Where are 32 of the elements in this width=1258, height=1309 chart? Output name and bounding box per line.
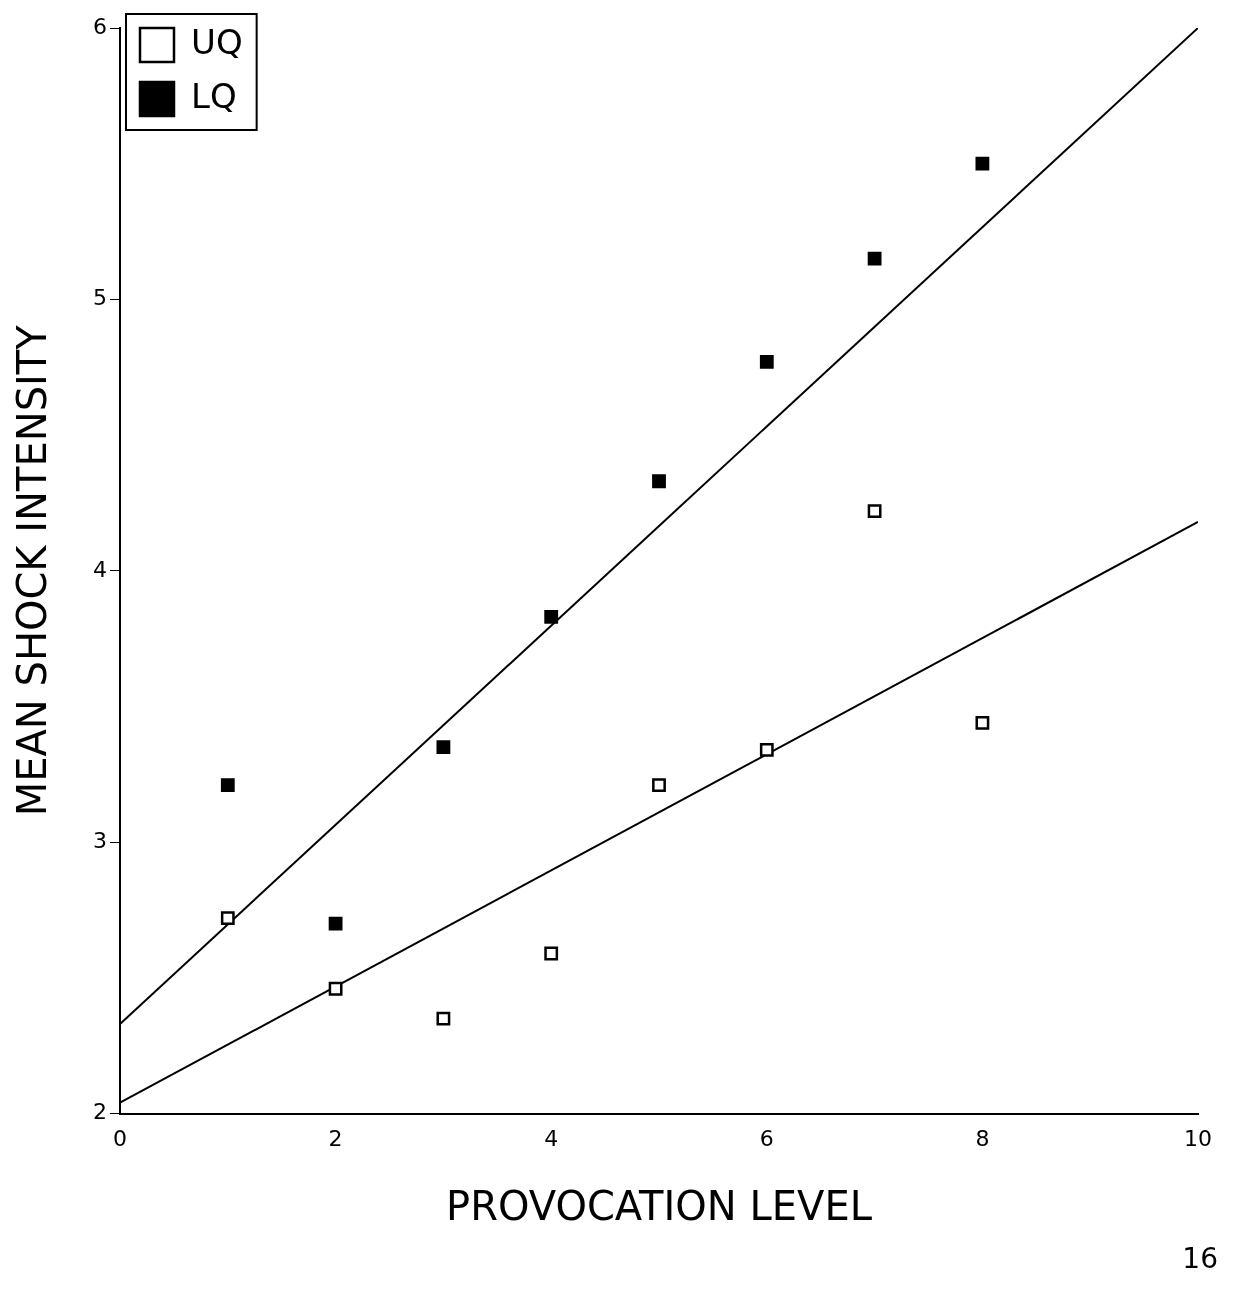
y-tick-label: 5	[93, 285, 107, 311]
text: 16	[1182, 1242, 1218, 1275]
point	[544, 946, 559, 961]
y-tick-label: 4	[93, 556, 107, 582]
point	[220, 778, 235, 793]
x-tick-label: 4	[544, 1125, 559, 1151]
point	[975, 715, 990, 730]
x-tick-label: 2	[328, 1125, 343, 1151]
y-tick-label: 6	[93, 13, 107, 39]
point	[652, 778, 666, 793]
point	[652, 474, 666, 489]
y-tick-label: 2	[93, 1099, 107, 1125]
y-axis-title: MEAN SHOCK INTENSITY	[9, 324, 56, 817]
point	[544, 610, 559, 624]
point	[220, 911, 235, 926]
x-tick-label: 6	[759, 1125, 774, 1151]
legend-label: LQ	[191, 75, 237, 116]
point	[328, 916, 343, 931]
x-tick-label: 0	[113, 1125, 127, 1151]
point	[867, 251, 882, 266]
point	[759, 743, 774, 757]
point	[436, 740, 451, 755]
x-tick-label: 8	[975, 1125, 990, 1151]
point	[328, 981, 343, 996]
y-tick-label: 3	[93, 827, 107, 853]
point	[867, 504, 882, 518]
point	[436, 1011, 451, 1026]
point	[759, 354, 774, 369]
legend-label: UQ	[191, 21, 243, 62]
x-axis-title: PROVOCATION LEVEL	[446, 1183, 873, 1230]
x-tick-label: 10	[1184, 1125, 1212, 1151]
point	[975, 156, 990, 171]
